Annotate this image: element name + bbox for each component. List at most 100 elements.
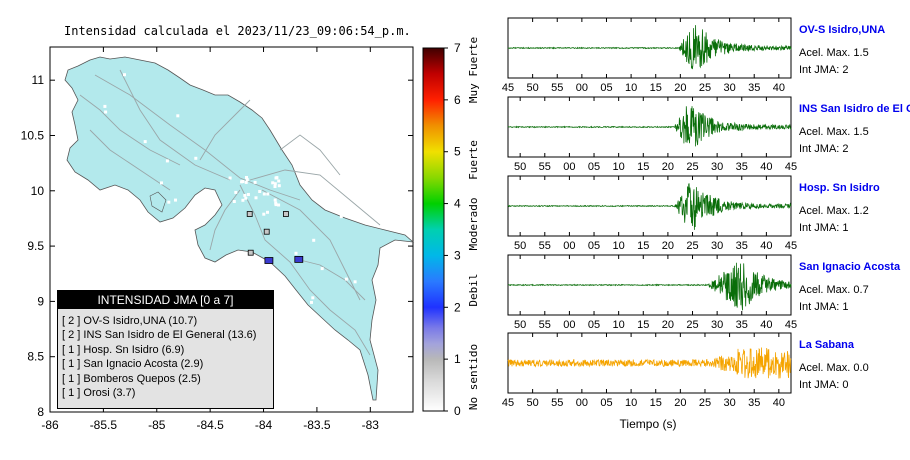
town-dot xyxy=(262,192,266,196)
waveform-tick-label: 40 xyxy=(773,82,785,94)
colorbar-tick-label: 5 xyxy=(454,145,461,159)
town-dot xyxy=(277,179,281,183)
x-tick-label: -83.5 xyxy=(303,418,331,432)
waveform-tick-label: 35 xyxy=(736,240,748,252)
town-dot xyxy=(123,73,126,77)
waveform-tick-label: 20 xyxy=(662,319,674,331)
y-tick-label: 11 xyxy=(32,73,45,87)
waveform-panel: 45 50 55 00 05 10 15 20 25 30 35 40 OV-S Isidro,UNA A… xyxy=(502,17,885,94)
town-dot xyxy=(294,251,298,255)
town-dot xyxy=(84,209,87,213)
town-dot xyxy=(312,238,316,242)
town-dot xyxy=(160,181,163,185)
town-dot xyxy=(304,378,308,382)
town-dot xyxy=(339,215,343,219)
waveform-trace xyxy=(507,25,792,70)
town-dot xyxy=(276,90,280,94)
colorbar-tick-label: 0 xyxy=(454,404,461,418)
colorbar-tick-label: 3 xyxy=(454,248,461,262)
y-tick-label: 10 xyxy=(31,184,45,198)
colorbar-category-label: Muy Fuerte xyxy=(467,37,480,103)
acel-max-text: Acel. Max. 0.7 xyxy=(799,284,869,296)
station-name: INS San Isidro de El Ge xyxy=(799,103,910,115)
waveform-tick-label: 30 xyxy=(723,397,735,409)
town-dot xyxy=(266,192,270,196)
town-dot xyxy=(246,193,250,196)
land-polygon xyxy=(64,56,415,401)
road-line xyxy=(209,189,241,251)
town-dot xyxy=(241,96,245,100)
town-dot xyxy=(240,180,244,184)
waveform-tick-label: 40 xyxy=(760,319,772,331)
town-dot xyxy=(274,176,278,180)
waveform-tick-label: 00 xyxy=(576,397,588,409)
waveform-tick-label: 25 xyxy=(686,161,698,173)
town-dot xyxy=(167,200,171,204)
town-dot xyxy=(196,268,200,272)
legend-row: [ 1 ] Orosi (3.7) xyxy=(62,386,136,399)
station-name: Hosp. Sn Isidro xyxy=(799,182,880,194)
town-dot xyxy=(266,210,269,214)
x-tick-label: -85 xyxy=(148,418,166,432)
waveform-tick-label: 45 xyxy=(785,319,797,331)
town-dot xyxy=(311,296,315,300)
x-tick-label: -83 xyxy=(362,418,380,432)
x-tick-label: -84 xyxy=(255,418,273,432)
town-dot xyxy=(164,270,168,274)
station-marker xyxy=(282,211,289,217)
town-dot xyxy=(320,267,324,271)
station-name: OV-S Isidro,UNA xyxy=(799,24,885,36)
y-tick-label: 10.5 xyxy=(21,128,45,142)
town-dot xyxy=(243,193,247,197)
legend-row: [ 1 ] Hosp. Sn Isidro (6.9) xyxy=(62,343,185,356)
waveform-tick-label: 05 xyxy=(600,82,612,94)
town-dot xyxy=(344,277,348,281)
road-line xyxy=(119,69,231,181)
road-line xyxy=(94,74,301,201)
town-dot xyxy=(273,198,277,202)
colorbar-category-label: Moderado xyxy=(467,198,480,251)
station-name: La Sabana xyxy=(799,339,855,351)
legend-row: [ 1 ] Bomberos Quepos (2.5) xyxy=(62,372,201,385)
waveform-tick-label: 15 xyxy=(650,82,662,94)
town-dot xyxy=(176,114,180,118)
waveform-tick-label: 30 xyxy=(711,161,723,173)
road-line xyxy=(199,99,251,161)
waveform-tick-label: 45 xyxy=(502,82,514,94)
acel-max-text: Acel. Max. 0.0 xyxy=(799,362,869,374)
legend-row: [ 2 ] OV-S Isidro,UNA (10.7) xyxy=(62,315,198,327)
waveform-tick-label: 05 xyxy=(600,397,612,409)
town-dot xyxy=(310,300,313,304)
road-line xyxy=(79,94,181,166)
road-line xyxy=(89,129,171,191)
road-line xyxy=(239,184,371,356)
x-tick-label: -85.5 xyxy=(90,418,118,432)
waveform-tick-label: 20 xyxy=(662,161,674,173)
town-dot xyxy=(343,121,347,124)
waveform-tick-label: 20 xyxy=(674,82,686,94)
waveform-tick-label: 00 xyxy=(576,82,588,94)
colorbar-bar xyxy=(422,47,445,412)
colorbar: 0 1 2 3 4 5 6 7 No sentido Debil Moderado Fuerte Muy… xyxy=(422,37,480,418)
waveform-trace xyxy=(507,183,792,230)
town-dot xyxy=(232,200,236,203)
acel-max-text: Acel. Max. 1.5 xyxy=(799,126,869,138)
waveform-tick-label: 55 xyxy=(539,319,551,331)
town-dot xyxy=(253,180,257,184)
station-marker xyxy=(247,249,254,256)
waveform-tick-label: 35 xyxy=(748,397,760,409)
waveform-tick-label: 55 xyxy=(551,397,563,409)
map-y-axis: 8 8.5 9 9.5 10 10.5 11 xyxy=(21,73,413,419)
town-dot xyxy=(273,182,277,186)
station-markers xyxy=(246,211,304,264)
road-lines xyxy=(79,69,381,356)
int-jma-text: Int JMA: 2 xyxy=(799,64,849,76)
town-dots xyxy=(80,73,361,382)
waveform-tick-label: 45 xyxy=(785,240,797,252)
town-dot xyxy=(353,280,357,284)
waveform-tick-label: 40 xyxy=(760,240,772,252)
town-dot xyxy=(234,190,238,194)
town-dot xyxy=(291,79,295,83)
town-dot xyxy=(273,185,277,188)
y-tick-label: 9 xyxy=(37,294,44,308)
